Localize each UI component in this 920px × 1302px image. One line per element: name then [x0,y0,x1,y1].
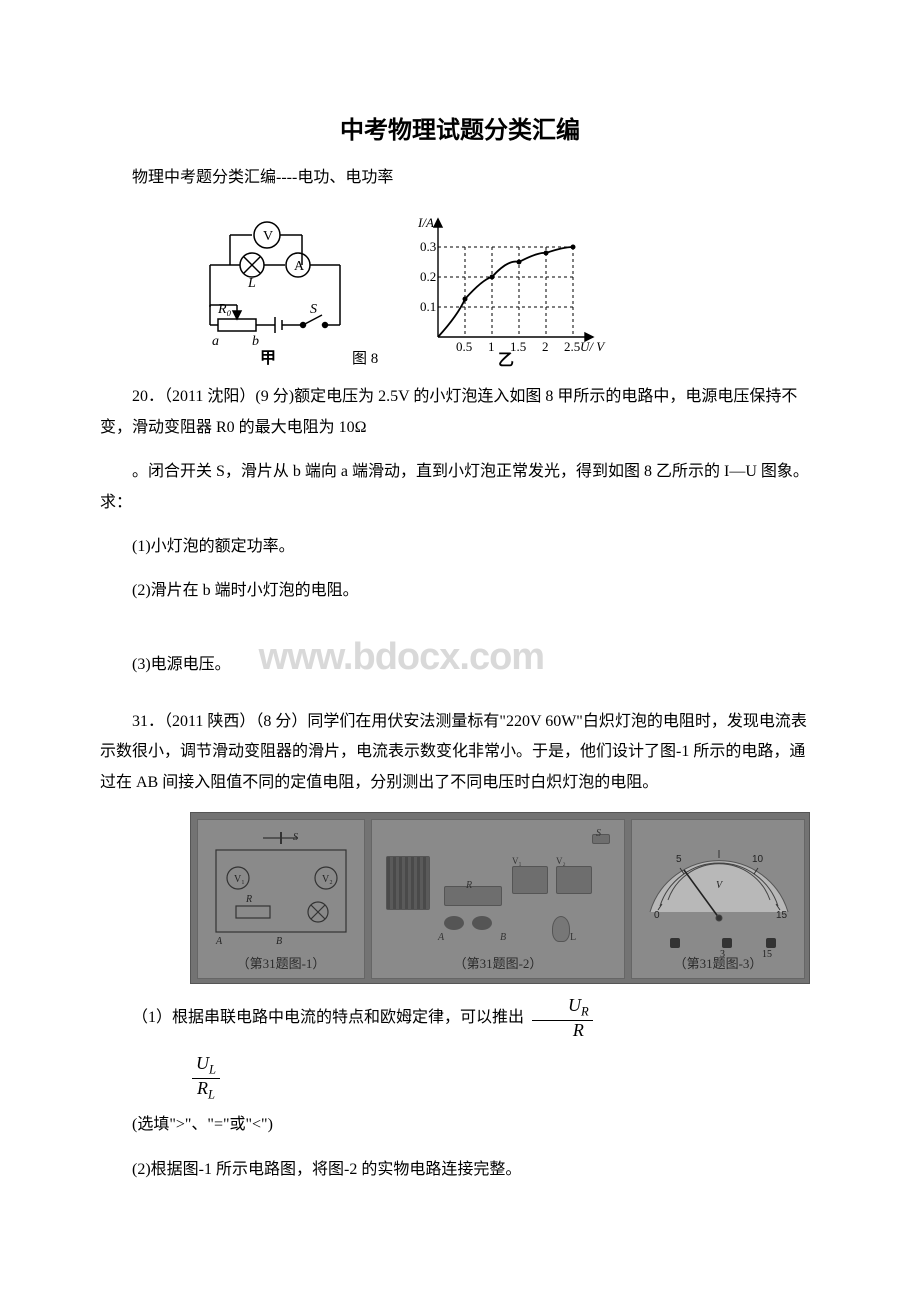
ytick-3: 0.3 [420,239,436,254]
label-a: A [294,259,305,274]
ylabel: I/A [417,215,434,230]
panel3-caption: （第31题图-3） [674,953,763,972]
q31-part1-line: （1）根据串联电路中电流的特点和欧姆定律，可以推出 UR R [100,996,820,1040]
q31-photo: V₁ V₂ R A B S （第31题图-1） V₁ V₂ [190,812,820,984]
xlabel: U/ V [580,339,606,354]
q20-p3: (3)电源电压。 [100,650,231,680]
svg-text:V₂: V₂ [322,874,333,885]
gauge-t0: 0 [654,910,660,921]
gauge-t10: 10 [752,854,764,865]
frac2-block: UL RL [190,1054,820,1102]
q20-p3-row: (3)电源电压。 www.bdocx.com [100,621,820,693]
q20-p1: (1)小灯泡的额定功率。 [100,532,820,562]
svg-text:S: S [293,832,298,843]
q31-part1-tail: (选填">"、"="或"<") [100,1110,820,1140]
page-title: 中考物理试题分类汇编 [100,110,820,145]
panel1-caption: （第31题图-1） [237,953,326,972]
xtick-2: 1 [488,339,495,354]
panel2-caption: （第31题图-2） [454,953,543,972]
gauge-svg: 0 5 10 15 V [632,820,806,940]
gauge-t5: 5 [676,854,682,865]
panel-1: V₁ V₂ R A B S （第31题图-1） [197,819,365,979]
svg-text:R: R [245,894,252,905]
label-little-a: a [212,334,219,349]
q20-body: 。闭合开关 S，滑片从 b 端向 a 端滑动，直到小灯泡正常发光，得到如图 8 … [100,457,820,518]
panel-2: V₁ V₂ R A B L S （第31题图-2） [371,819,625,979]
circuit-diagram: V A L S R₀ a b 甲 [190,207,360,372]
xtick-4: 2 [542,339,549,354]
graph-svg: I/A U/ V 0.1 0.2 0.3 0.5 1 1.5 2 2.5 乙 [398,207,608,367]
subtitle: 物理中考题分类汇编----电功、电功率 [100,163,820,193]
panel1-circuit: V₁ V₂ R A B S [198,820,366,960]
ytick-2: 0.2 [420,269,436,284]
circuit-svg: V A L S R₀ a b 甲 [190,207,360,367]
caption-jia: 甲 [260,349,276,367]
label-little-b: b [252,334,259,349]
gauge-t15: 15 [776,910,788,921]
label-r0: R₀ [217,302,232,317]
label-s: S [310,302,317,317]
photo-frame: V₁ V₂ R A B S （第31题图-1） V₁ V₂ [190,812,810,984]
q31-header: 31．（2011 陕西）（8 分）同学们在用伏安法测量标有"220V 60W"白… [100,707,820,798]
caption-yi: 乙 [498,352,514,367]
q20-header: 20．（2011 沈阳）(9 分)额定电压为 2.5V 的小灯泡连入如图 8 甲… [100,382,820,443]
svg-text:B: B [276,936,282,947]
frac-ul-rl: UL RL [192,1054,220,1102]
ytick-1: 0.1 [420,299,436,314]
iv-graph: I/A U/ V 0.1 0.2 0.3 0.5 1 1.5 2 2.5 乙 [398,207,608,372]
q31-part2: (2)根据图-1 所示电路图，将图-2 的实物电路连接完整。 [100,1155,820,1185]
q31-part1-text: （1）根据串联电路中电流的特点和欧姆定律，可以推出 [100,1003,524,1033]
xtick-1: 0.5 [456,339,472,354]
panel-3: 0 5 10 15 V 3 15 （第31题图-3） [631,819,805,979]
watermark-text: www.bdocx.com [227,621,544,693]
svg-text:A: A [215,936,223,947]
svg-text:V₁: V₁ [234,874,245,885]
frac-ur-r: UR R [532,996,593,1040]
figure-8: V A L S R₀ a b 甲 图 8 [190,207,820,372]
xtick-5: 2.5 [564,339,580,354]
label-l: L [247,276,256,291]
q20-p2: (2)滑片在 b 端时小灯泡的电阻。 [100,576,820,606]
label-v: V [263,229,273,244]
